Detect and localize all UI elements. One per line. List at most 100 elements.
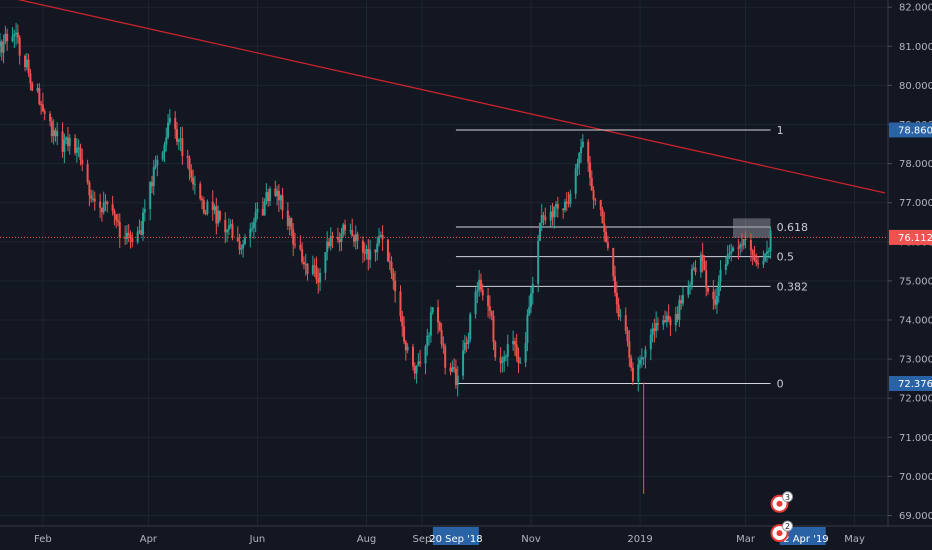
candle-body <box>0 41 1 47</box>
candle-body <box>640 357 643 360</box>
price-tick-label: 78.000 <box>899 159 932 170</box>
price-label-text: 72.376 <box>898 379 932 390</box>
trendline[interactable] <box>0 0 886 194</box>
candle-body <box>131 237 134 243</box>
candle-body <box>542 215 545 217</box>
candle-body <box>474 291 477 315</box>
candle-body <box>193 183 196 185</box>
candle-body <box>319 272 322 283</box>
candle-body <box>519 362 522 364</box>
candle-body <box>6 33 9 42</box>
candle-body <box>161 152 164 160</box>
candle-body <box>574 168 577 194</box>
fib-level-label: 1 <box>777 124 784 137</box>
candle-body <box>490 311 493 316</box>
candle-body <box>667 315 670 320</box>
candle-body <box>168 117 171 123</box>
event-marker-count: 3 <box>785 493 790 502</box>
candle-body <box>249 228 252 238</box>
candle-body <box>179 138 182 140</box>
candle-body <box>54 130 57 137</box>
candle-body <box>363 252 366 254</box>
candle-body <box>236 237 239 242</box>
candle-body <box>740 244 743 246</box>
trendline-layer <box>0 0 886 194</box>
candle-body <box>150 182 153 187</box>
markers[interactable]: 32 <box>770 491 794 543</box>
candle-body <box>242 244 245 249</box>
candle-body <box>669 319 672 326</box>
price-tick-label: 81.000 <box>899 42 932 53</box>
fib-level-label: 0.618 <box>777 221 809 234</box>
candle-body <box>699 254 702 273</box>
candle-body <box>689 284 692 287</box>
candle-body <box>637 364 640 382</box>
candle-body <box>440 330 443 345</box>
candle-body <box>437 307 440 323</box>
candle-body <box>61 131 64 152</box>
candle-body <box>125 232 128 239</box>
candle-body <box>631 367 634 382</box>
candle-body <box>724 263 727 270</box>
price-tick-label: 82.000 <box>899 3 932 14</box>
candle-body <box>63 139 66 152</box>
candle-body <box>292 229 295 245</box>
fib-level-label: 0.382 <box>777 280 809 293</box>
candle-body <box>386 239 389 262</box>
candle-body <box>694 267 697 273</box>
candle-body <box>469 314 472 340</box>
candle-body <box>730 251 733 254</box>
candle-body <box>369 249 372 260</box>
candle-body <box>513 340 516 345</box>
candle-body <box>392 273 395 281</box>
candle-body <box>603 223 606 233</box>
candle-body <box>429 312 432 336</box>
price-label-tag <box>889 122 932 138</box>
candle-body <box>326 241 329 253</box>
price-tick-label: 70.000 <box>899 472 932 483</box>
candle-body <box>417 361 420 366</box>
fibonacci-retracement[interactable]: 1 0.618 0.5 0.382 0 <box>455 124 809 391</box>
candle-body <box>403 326 406 342</box>
candle-body <box>744 239 747 241</box>
time-axis[interactable]: Feb Apr Jun Aug Sep Nov 2019 Mar May 20 Sep '18 02… <box>0 525 932 550</box>
candle-body <box>304 263 307 265</box>
price-axis[interactable]: 69.000 70.000 71.000 72.000 73.000 74.000 75.0… <box>887 0 932 550</box>
candle-body <box>614 276 617 293</box>
candle-body <box>263 201 266 216</box>
candle-body <box>104 201 107 203</box>
highlight-box[interactable] <box>733 218 771 238</box>
candle-body <box>24 55 27 68</box>
price-axis-background <box>888 0 932 550</box>
event-marker-dot <box>776 500 783 507</box>
candle-body <box>707 287 709 292</box>
candle-body <box>277 190 280 201</box>
candle-body <box>456 375 459 386</box>
candle-body <box>201 198 204 201</box>
price-tick-label: 71.000 <box>899 433 932 444</box>
candle-body <box>599 200 602 210</box>
candle-body <box>712 291 715 300</box>
candle-body <box>243 237 246 245</box>
candle-body <box>265 192 268 202</box>
candle-body <box>238 241 241 250</box>
candle-body <box>767 251 770 253</box>
candle-body <box>517 356 520 363</box>
candle-body <box>499 357 502 364</box>
candle-body <box>551 211 554 218</box>
event-marker-dot <box>776 530 783 537</box>
candle-body <box>36 88 39 91</box>
candle-body <box>251 228 254 230</box>
candle-body <box>226 229 229 233</box>
candle-body <box>176 129 178 142</box>
candle-body <box>202 200 205 213</box>
candle-body <box>31 83 34 91</box>
candle-body <box>290 218 293 230</box>
candle-body <box>639 359 642 365</box>
price-tick-label: 72.000 <box>899 394 932 405</box>
candle-body <box>463 342 466 351</box>
candle-body <box>77 147 80 149</box>
candle-body <box>206 201 209 214</box>
candle-body <box>294 244 296 246</box>
